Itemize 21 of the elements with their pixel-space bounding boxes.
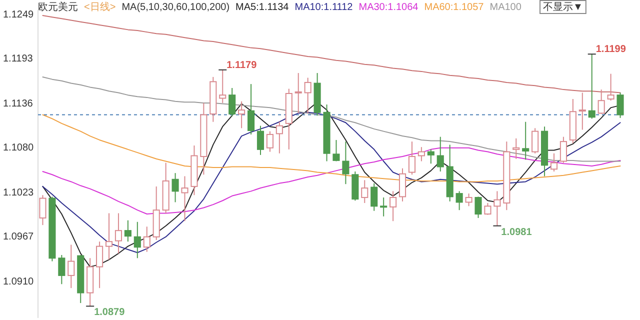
y-tick-label: 1.1136 bbox=[3, 98, 34, 110]
annotation: 1.0981 bbox=[501, 226, 532, 238]
text: MA100 bbox=[490, 2, 522, 13]
annotation: 1.0879 bbox=[94, 307, 126, 318]
annotation: 1.1199 bbox=[596, 44, 626, 56]
annotation: 1.1179 bbox=[226, 60, 258, 71]
annotation: MA(5,10,30,60,100,200) bbox=[122, 2, 230, 13]
y-tick-label: 1.0910 bbox=[3, 276, 34, 288]
text: MA5:1.1134 bbox=[236, 2, 290, 13]
text: MA30:1.1064 bbox=[358, 2, 419, 13]
y-tick-label: 1.1249 bbox=[3, 9, 34, 20]
chart-subtitle: <日线> bbox=[84, 1, 116, 13]
text: MA10:1.1112 bbox=[294, 2, 354, 13]
y-tick-label: 1.1080 bbox=[3, 142, 34, 154]
chart-title: 欧元美元 bbox=[38, 1, 78, 13]
y-tick-label: 1.0967 bbox=[3, 232, 34, 243]
text: MA60:1.1057 bbox=[424, 2, 484, 13]
annotation: 不显示▼ bbox=[543, 2, 583, 13]
control: 不显示▼ bbox=[540, 0, 586, 14]
y-tick-label: 1.1193 bbox=[3, 53, 34, 64]
y-tick-label: 1.1023 bbox=[3, 187, 34, 198]
